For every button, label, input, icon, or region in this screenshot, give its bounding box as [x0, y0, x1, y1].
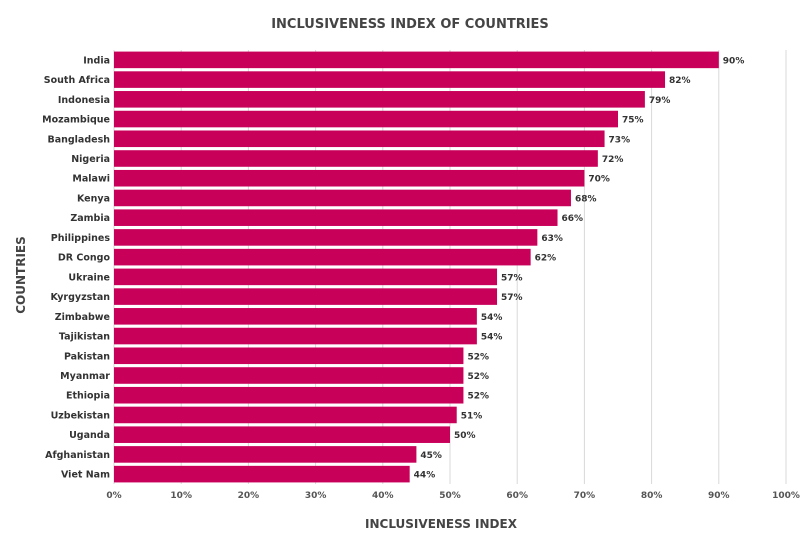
- category-label: Uzbekistan: [51, 410, 111, 421]
- category-label: Mozambique: [42, 115, 110, 126]
- value-labels: 90% 82% 79% 75% 73% 72% 70% 68% 66% 63% 62% 57% 57% 5…: [414, 56, 745, 480]
- category-label: Ethiopia: [66, 391, 110, 402]
- bar: [114, 189, 571, 207]
- value-label: 66%: [562, 214, 584, 224]
- bar: [114, 169, 585, 187]
- category-label: India: [83, 55, 110, 66]
- x-tick-label: 30%: [305, 491, 327, 501]
- category-label: Pakistan: [64, 351, 110, 362]
- bar: [114, 248, 531, 266]
- bar: [114, 406, 457, 424]
- bars: [114, 51, 719, 483]
- category-label: Nigeria: [71, 154, 110, 165]
- x-tick-label: 50%: [439, 491, 461, 501]
- category-label: Ukraine: [68, 272, 110, 283]
- x-tick-label: 10%: [170, 491, 192, 501]
- x-tick-label: 20%: [238, 491, 260, 501]
- x-tick-label: 100%: [772, 491, 800, 501]
- category-label: Philippines: [51, 233, 111, 244]
- x-tick-label: 60%: [506, 491, 528, 501]
- bar: [114, 110, 618, 128]
- value-label: 52%: [467, 352, 489, 362]
- bar: [114, 209, 558, 226]
- value-label: 82%: [669, 76, 691, 86]
- category-label: Zambia: [70, 213, 110, 224]
- category-label: Afghanistan: [45, 450, 110, 461]
- value-label: 73%: [609, 135, 631, 145]
- bar: [114, 308, 477, 325]
- category-label: Zimbabwe: [55, 312, 110, 323]
- value-label: 51%: [461, 411, 483, 421]
- bar: [114, 367, 464, 384]
- category-label: Uganda: [69, 430, 110, 441]
- bar: [114, 229, 538, 246]
- bar: [114, 446, 417, 463]
- value-label: 54%: [481, 313, 503, 323]
- value-label: 79%: [649, 96, 671, 106]
- bar: [114, 130, 605, 148]
- bar: [114, 288, 498, 305]
- value-label: 50%: [454, 431, 476, 441]
- category-label: Kenya: [77, 193, 110, 204]
- value-label: 90%: [723, 56, 745, 66]
- value-label: 75%: [622, 116, 644, 126]
- category-label: South Africa: [44, 75, 110, 86]
- value-label: 52%: [467, 372, 489, 382]
- x-tick-label: 70%: [574, 491, 596, 501]
- bar: [114, 347, 464, 365]
- category-label: Bangladesh: [47, 134, 110, 145]
- value-label: 63%: [541, 234, 563, 244]
- x-axis-title: INCLUSIVENESS INDEX: [365, 517, 518, 531]
- value-label: 44%: [414, 471, 436, 481]
- category-label: Kyrgyzstan: [50, 292, 110, 303]
- category-label: Myanmar: [60, 371, 110, 382]
- x-tick-labels: 0% 10% 20% 30% 40% 50% 60% 70% 80% 90% 100%: [106, 491, 800, 501]
- value-label: 62%: [535, 254, 557, 264]
- category-label: DR Congo: [58, 253, 111, 264]
- value-label: 52%: [467, 392, 489, 402]
- bar: [114, 268, 498, 286]
- category-label: Tajikistan: [59, 332, 110, 343]
- x-tick-label: 80%: [641, 491, 663, 501]
- x-tick-label: 40%: [372, 491, 394, 501]
- chart-title: INCLUSIVENESS INDEX OF COUNTRIES: [271, 17, 549, 32]
- bar: [114, 51, 719, 69]
- value-label: 54%: [481, 333, 503, 343]
- bar: [114, 426, 450, 443]
- category-label: Malawi: [72, 174, 110, 185]
- x-tick-label: 90%: [708, 491, 730, 501]
- bar: [114, 327, 477, 345]
- bar: [114, 150, 598, 167]
- x-tick-label: 0%: [106, 491, 121, 501]
- value-label: 68%: [575, 194, 597, 204]
- bar: [114, 91, 645, 108]
- bar: [114, 386, 464, 404]
- value-label: 45%: [420, 451, 442, 461]
- category-labels: India South Africa Indonesia Mozambique Bang…: [42, 55, 110, 480]
- value-label: 72%: [602, 155, 624, 165]
- category-label: Indonesia: [58, 95, 110, 106]
- bar: [114, 71, 666, 88]
- value-label: 57%: [501, 293, 523, 303]
- value-label: 70%: [588, 175, 610, 185]
- value-label: 57%: [501, 273, 523, 283]
- bar: [114, 465, 410, 483]
- y-axis-title: COUNTRIES: [14, 236, 28, 314]
- category-label: Viet Nam: [61, 470, 110, 481]
